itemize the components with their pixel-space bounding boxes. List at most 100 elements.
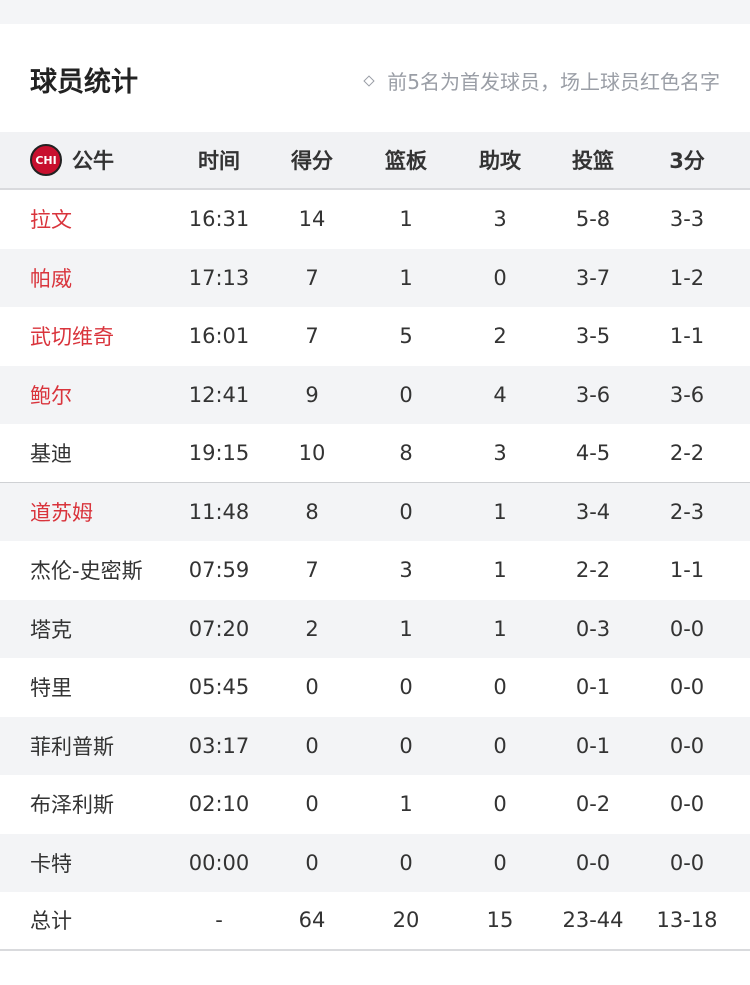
stat-cell: 2-2 [575,558,611,583]
player-row[interactable]: 鲍尔 12:41 9 0 4 3-6 3-6 [0,365,750,424]
player-name[interactable]: 卡特 [30,851,72,876]
stat-cell: 1 [399,265,413,290]
stat-cell: 1 [399,207,413,232]
player-name[interactable]: 武切维奇 [30,325,114,350]
col-time[interactable]: 时间 [198,149,240,173]
stat-cell: 10 [298,440,326,465]
note-text: 前5名为首发球员，场上球员红色名字 [387,70,720,94]
stat-cell: 4-5 [575,440,611,465]
col-fg[interactable]: 投篮 [572,149,614,173]
diamond-icon [363,74,375,87]
col-points[interactable]: 得分 [291,149,333,173]
player-row[interactable]: 拉文 16:31 14 1 3 5-8 3-3 [0,190,750,249]
player-name[interactable]: 菲利普斯 [30,734,114,759]
stat-cell: 14 [298,207,326,232]
stat-cell: 1-2 [669,265,705,290]
total-row[interactable]: 总计 - 64 20 15 23-44 13-18 [0,892,750,951]
table-header: CHI 公牛 时间 得分 篮板 助攻 投篮 3分 [0,132,750,190]
stat-cell: 03:17 [188,733,250,758]
section-title: 球员统计 [30,67,138,98]
stat-cell: 8 [305,499,319,524]
player-row[interactable]: 杰伦-史密斯 07:59 7 3 1 2-2 1-1 [0,541,750,600]
player-name[interactable]: 帕威 [30,266,72,291]
stat-cell: 05:45 [188,675,250,700]
stat-cell: 0 [493,850,507,875]
stat-cell: 1 [493,499,507,524]
stat-cell: 1-1 [669,324,705,349]
player-name[interactable]: 特里 [30,676,72,701]
stat-cell: 0 [493,675,507,700]
stat-cell: 19:15 [188,440,250,465]
player-row[interactable]: 菲利普斯 03:17 0 0 0 0-1 0-0 [0,716,750,775]
stat-cell: 0-0 [575,850,611,875]
top-band [0,0,750,24]
stat-cell: 8 [399,440,413,465]
stat-cell: 3 [493,207,507,232]
stat-cell: 2 [305,616,319,641]
player-row[interactable]: 特里 05:45 0 0 0 0-1 0-0 [0,658,750,717]
stat-cell: 0-1 [575,675,611,700]
stat-cell: 16:01 [188,324,250,349]
stat-cell: 64 [298,908,326,933]
stat-cell: 3-6 [669,382,705,407]
player-row[interactable]: 帕威 17:13 7 1 0 3-7 1-2 [0,248,750,307]
stat-cell: 0 [399,382,413,407]
stat-cell: 0 [399,733,413,758]
player-name[interactable]: 塔克 [30,617,72,642]
team-name: 公牛 [72,149,114,173]
stat-cell: 3-7 [575,265,611,290]
player-name[interactable]: 杰伦-史密斯 [30,559,143,584]
stat-cell: 00:00 [188,850,250,875]
stat-cell: 0 [493,733,507,758]
stat-cell: 0 [493,265,507,290]
player-stats-table: CHI 公牛 时间 得分 篮板 助攻 投篮 3分 拉文 16:31 14 1 3 5 - 8 3… [0,132,750,951]
stat-cell: 12:41 [188,382,250,407]
stat-cell: 0 [493,792,507,817]
player-row[interactable]: 基迪 19:15 10 8 3 4-5 2-2 [0,424,750,483]
player-row[interactable]: 布泽利斯 02:10 0 1 0 0-2 0-0 [0,775,750,834]
player-name[interactable]: 布泽利斯 [30,793,114,818]
stat-cell: 20 [392,908,420,933]
stat-cell: 0-0 [669,850,705,875]
player-name[interactable]: 拉文 [30,208,72,233]
player-name[interactable]: 鲍尔 [30,383,72,408]
stat-cell: 1 [493,558,507,583]
player-name[interactable]: 道苏姆 [30,500,93,525]
stat-cell: 16:31 [188,207,250,232]
player-row[interactable]: 道苏姆 11:48 8 0 1 3-4 2-3 [0,482,750,541]
stat-cell: 3-4 [575,499,611,524]
stat-cell: 2-2 [669,440,705,465]
col-rebounds[interactable]: 篮板 [385,149,427,173]
col-assists[interactable]: 助攻 [479,149,521,173]
team-logo: CHI [30,144,62,176]
stat-cell: 1 [399,616,413,641]
stat-cell: - [215,908,223,933]
stat-cell: 3-3 [669,207,705,232]
stat-cell: 3 [399,558,413,583]
stat-cell: 0-3 [575,616,611,641]
starter-note: 前5名为首发球员，场上球员红色名字 [363,66,720,95]
stat-cell: 3 [493,440,507,465]
stat-cell: 0 [305,850,319,875]
stat-cell: 0 [305,675,319,700]
player-row[interactable]: 塔克 07:20 2 1 1 0-3 0-0 [0,599,750,658]
stat-cell: 02:10 [188,792,250,817]
stat-cell: 0-0 [669,792,705,817]
stat-cell: 1 [399,792,413,817]
player-name: 总计 [30,909,72,934]
stat-cell: 0-1 [575,733,611,758]
stat-cell: 0 [399,850,413,875]
player-row[interactable]: 卡特 00:00 0 0 0 0-0 0-0 [0,833,750,892]
stat-cell: 9 [305,382,319,407]
stat-cell: 5 [399,324,413,349]
stat-cell: 7 [305,265,319,290]
stat-cell: 7 [305,558,319,583]
col-3pt[interactable]: 3分 [669,149,705,173]
stat-cell: 07:20 [188,616,250,641]
stat-cell: 3-5 [575,324,611,349]
stat-cell: 11:48 [188,499,250,524]
stat-cell: 0-0 [669,733,705,758]
player-name[interactable]: 基迪 [30,441,72,466]
stat-cell: 2-3 [669,499,705,524]
player-row[interactable]: 武切维奇 16:01 7 5 2 3-5 1-1 [0,307,750,366]
